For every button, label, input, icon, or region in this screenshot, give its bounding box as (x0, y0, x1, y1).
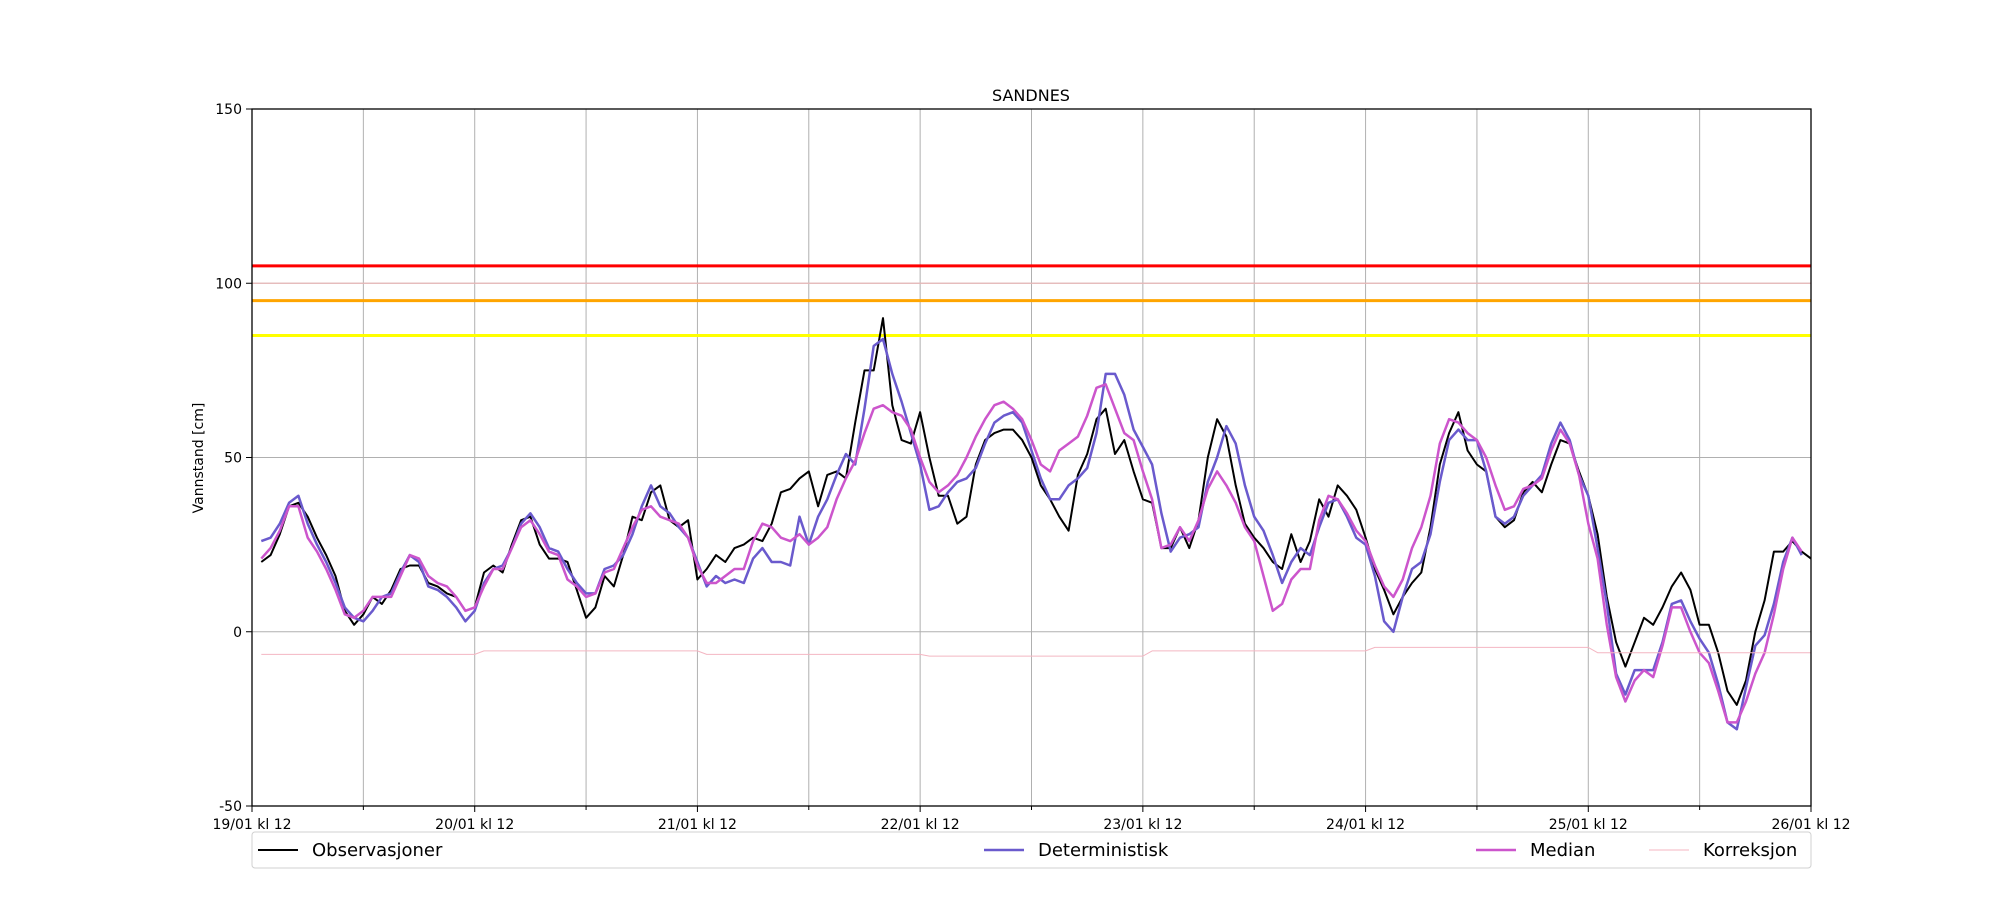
y-tick-label: -50 (219, 799, 242, 815)
legend: Observasjoner Deterministisk Median Korreks… (258, 840, 1797, 861)
x-tick-label: 24/01 kl 12 (1326, 817, 1405, 833)
series-lines (260, 317, 1812, 731)
legend-label: Deterministisk (1038, 840, 1169, 861)
series-line-korreksjon (261, 646, 1811, 657)
y-tick-label: 0 (233, 625, 242, 641)
legend-box (251, 831, 1812, 869)
series-line-median (260, 383, 1803, 724)
x-tick-label: 21/01 kl 12 (658, 817, 737, 833)
y-tick-label: 50 (224, 451, 242, 467)
y-tick-label: 150 (215, 102, 242, 118)
grid-lines (252, 109, 1811, 806)
series-line-observasjoner (260, 317, 1812, 706)
legend-label: Korreksjon (1703, 840, 1797, 861)
legend-label: Observasjoner (312, 840, 443, 861)
threshold-lines (252, 264, 1811, 338)
x-tick-label: 25/01 kl 12 (1549, 817, 1628, 833)
y-axis-label: Vannstand [cm] (191, 403, 207, 514)
axis-ticks: -50 0 50 100 150 19/01 kl 12 20/01 kl 12 21/01 … (212, 102, 1850, 833)
x-tick-label: 22/01 kl 12 (881, 817, 960, 833)
y-tick-label: 100 (215, 276, 242, 292)
legend-label: Median (1530, 840, 1595, 861)
x-tick-label: 23/01 kl 12 (1103, 817, 1182, 833)
x-tick-label: 26/01 kl 12 (1771, 817, 1850, 833)
chart-title: SANDNES (992, 86, 1070, 105)
x-tick-label: 19/01 kl 12 (212, 817, 291, 833)
x-tick-label: 20/01 kl 12 (435, 817, 514, 833)
